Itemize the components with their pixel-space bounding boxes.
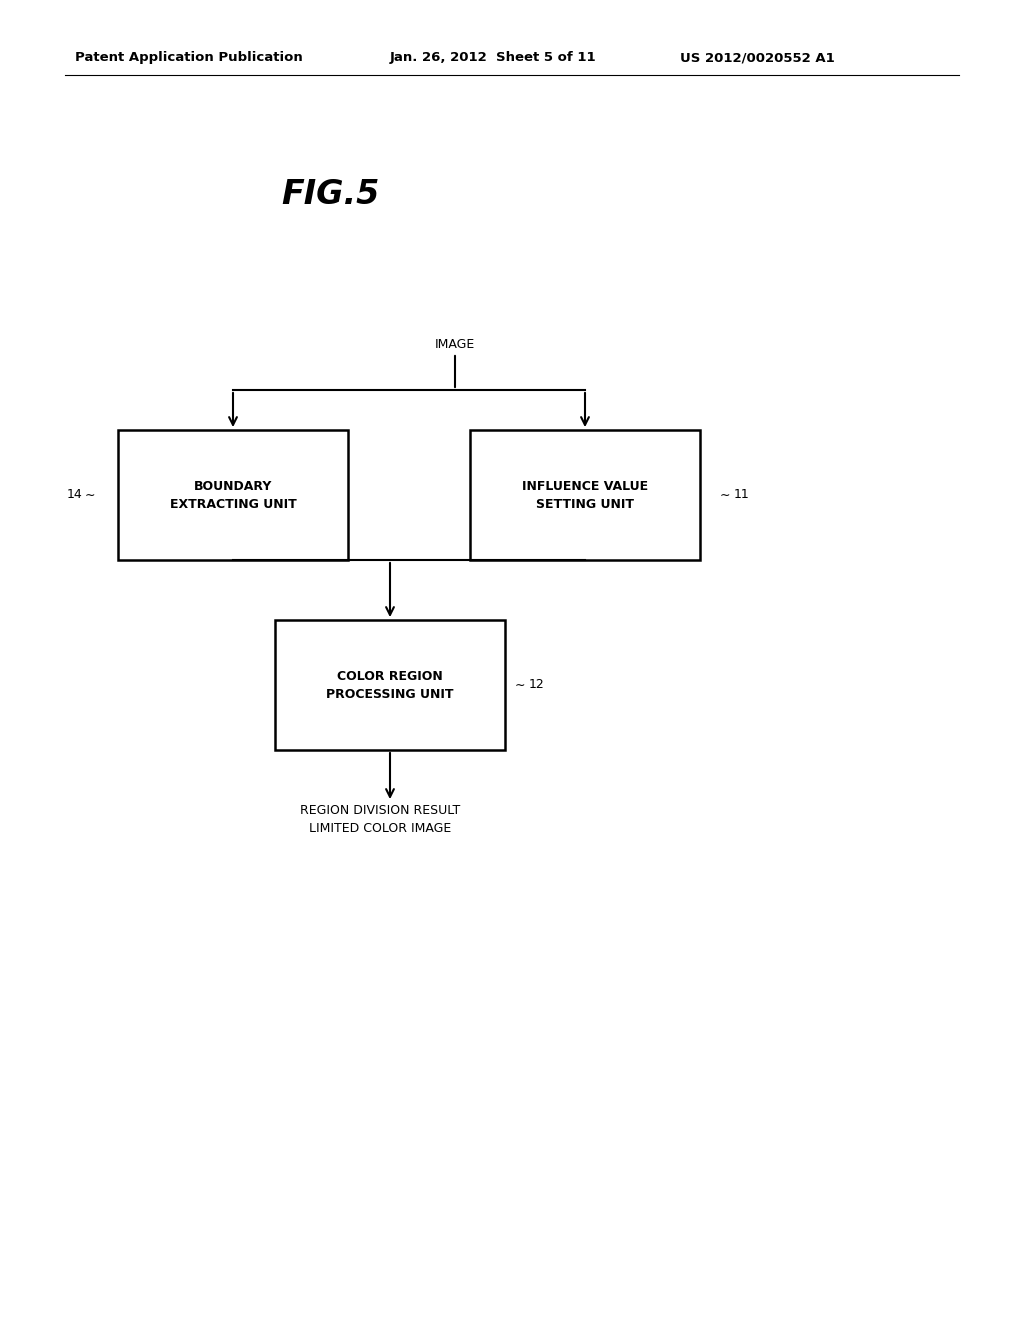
Text: 11: 11: [734, 488, 750, 502]
Text: ∼: ∼: [720, 488, 730, 502]
Text: Jan. 26, 2012  Sheet 5 of 11: Jan. 26, 2012 Sheet 5 of 11: [390, 51, 597, 65]
Text: 14: 14: [67, 488, 82, 502]
Bar: [470, 430, 700, 560]
Text: US 2012/0020552 A1: US 2012/0020552 A1: [680, 51, 835, 65]
Text: IMAGE: IMAGE: [435, 338, 475, 351]
Text: COLOR REGION
PROCESSING UNIT: COLOR REGION PROCESSING UNIT: [327, 669, 454, 701]
Text: FIG.5: FIG.5: [281, 178, 379, 211]
Bar: [275, 620, 505, 750]
Text: REGION DIVISION RESULT
LIMITED COLOR IMAGE: REGION DIVISION RESULT LIMITED COLOR IMA…: [300, 804, 460, 836]
Text: BOUNDARY
EXTRACTING UNIT: BOUNDARY EXTRACTING UNIT: [170, 479, 296, 511]
Text: INFLUENCE VALUE
SETTING UNIT: INFLUENCE VALUE SETTING UNIT: [522, 479, 648, 511]
Text: Patent Application Publication: Patent Application Publication: [75, 51, 303, 65]
Text: ∼: ∼: [85, 488, 95, 502]
Bar: [118, 430, 348, 560]
Text: 12: 12: [529, 678, 545, 692]
Text: ∼: ∼: [515, 678, 525, 692]
